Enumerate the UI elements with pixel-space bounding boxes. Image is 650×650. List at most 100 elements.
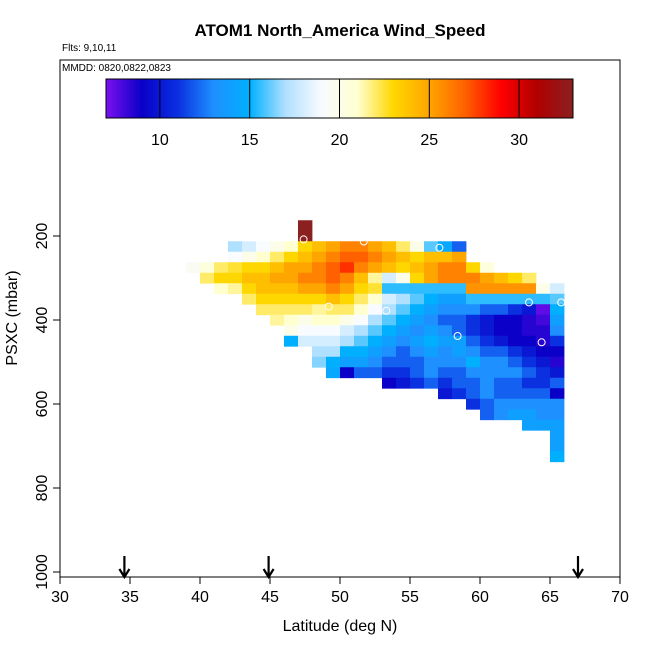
heatmap-cell [354, 251, 369, 263]
x-tick-label: 30 [51, 589, 69, 606]
heatmap-cell [284, 241, 299, 253]
heatmap-cell [508, 409, 523, 421]
heatmap-cell [228, 251, 243, 263]
heatmap-cell [550, 419, 565, 431]
heatmap-cell [452, 367, 467, 379]
heatmap-cell [438, 377, 453, 389]
data-marker [453, 332, 462, 340]
data-markers [231, 235, 566, 555]
heatmap-cell [480, 409, 495, 421]
heatmap-cell [368, 293, 383, 305]
heatmap-cell [550, 283, 565, 295]
heatmap-cell [256, 262, 271, 274]
data-marker [270, 345, 279, 354]
x-axis-label: Latitude (deg N) [283, 618, 398, 635]
heatmap-cell [536, 293, 551, 305]
heatmap-cell [466, 314, 481, 326]
heatmap-cell [256, 272, 271, 284]
colorbar-tick-label: 30 [510, 132, 528, 149]
heatmap-cell [410, 304, 425, 316]
heatmap-cell [312, 272, 327, 284]
heatmap-cell [480, 283, 495, 295]
heatmap-cell [508, 325, 523, 337]
heatmap-cell [480, 293, 495, 305]
heatmap-cell [466, 283, 481, 295]
heatmap-cell [354, 272, 369, 284]
flight-arrows [118, 556, 584, 580]
heatmap-cell [536, 419, 551, 431]
heatmap-cell [270, 241, 285, 253]
heatmap-cell [522, 325, 537, 337]
heatmap-cell [466, 304, 481, 316]
heatmap-cell [368, 283, 383, 295]
heatmap-cell [452, 325, 467, 337]
heatmap-cell [326, 325, 341, 337]
heatmap-cell [522, 419, 537, 431]
heatmap-cell [452, 251, 467, 263]
heatmap-cell [424, 251, 439, 263]
heatmap-cell [326, 262, 341, 274]
heatmap-cell [522, 356, 537, 368]
heatmap-cell [480, 346, 495, 358]
heatmap-cell [452, 293, 467, 305]
heatmap-cell [256, 241, 271, 253]
heatmap-cell [536, 377, 551, 389]
heatmap-cell [396, 346, 411, 358]
heatmap-cell [550, 304, 565, 316]
heatmap-cell [410, 241, 425, 253]
heatmap-cell [340, 241, 355, 253]
heatmap-cell [508, 377, 523, 389]
heatmap-cell [382, 251, 397, 263]
heatmap-cell [410, 346, 425, 358]
heatmap-cell [326, 272, 341, 284]
heatmap-cell [340, 356, 355, 368]
heatmap-cell [438, 304, 453, 316]
heatmap-cell [382, 367, 397, 379]
heatmap-cell [256, 304, 271, 316]
heatmap-cell [494, 272, 509, 284]
heatmap-cell [312, 356, 327, 368]
heatmap-cell [396, 241, 411, 253]
heatmap-cell [494, 367, 509, 379]
heatmap-cell [550, 398, 565, 410]
heatmap-cell [312, 262, 327, 274]
heatmap-cell [326, 314, 341, 326]
heatmap-cell [424, 377, 439, 389]
heatmap-cell [368, 356, 383, 368]
heatmap-cell [284, 283, 299, 295]
heatmap-cell [410, 251, 425, 263]
heatmap-cell [340, 272, 355, 284]
heatmap-cell [550, 356, 565, 368]
heatmap-cell [424, 293, 439, 305]
heatmap-cell [354, 335, 369, 347]
heatmap-cell [270, 314, 285, 326]
y-axis: 200 400 600 800 1000 [34, 223, 60, 590]
heatmap-cell [424, 346, 439, 358]
heatmap-cell [522, 367, 537, 379]
heatmap-cell [452, 272, 467, 284]
heatmap-cell [284, 314, 299, 326]
y-tick-label: 800 [34, 475, 51, 502]
heatmap-cell [536, 283, 551, 295]
heatmap-cell [508, 367, 523, 379]
heatmap-cell [466, 293, 481, 305]
heatmap-cell [508, 335, 523, 347]
heatmap-cell [466, 398, 481, 410]
heatmap-cell [284, 304, 299, 316]
heatmap-cell [508, 283, 523, 295]
heatmap-cell [214, 272, 229, 284]
heatmap-cell [536, 325, 551, 337]
heatmap-cell [466, 262, 481, 274]
data-marker [557, 298, 566, 307]
heatmap-cell [494, 356, 509, 368]
heatmap-cell [536, 346, 551, 358]
heatmap-cell [452, 262, 467, 274]
colorbar: 10 15 20 25 30 [105, 78, 574, 149]
heatmap-cell [522, 283, 537, 295]
y-tick-label: 1000 [34, 554, 51, 590]
heatmap-cell [424, 241, 439, 253]
heatmap-cell [508, 346, 523, 358]
data-marker [343, 437, 351, 445]
heatmap-cell [298, 335, 313, 347]
heatmap-cell [480, 304, 495, 316]
